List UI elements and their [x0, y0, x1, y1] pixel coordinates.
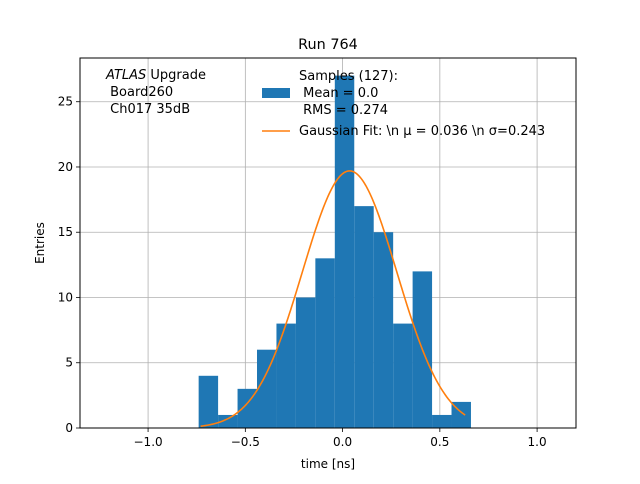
y-tick-label: 15: [58, 225, 73, 239]
x-axis-ticks: −1.0 −0.5 0.0 0.5 1.0: [134, 428, 547, 449]
atlas-annotation: ATLAS Upgrade Board260 Ch017 35dB: [105, 68, 206, 117]
histogram-bar: [334, 75, 355, 428]
histogram-bar: [315, 258, 335, 428]
histogram-bar: [237, 388, 258, 428]
histogram-bar: [295, 297, 316, 428]
x-tick-label: 1.0: [528, 435, 547, 449]
y-axis-label: Entries: [33, 222, 47, 264]
upgrade-label: Upgrade: [146, 68, 206, 83]
histogram-bar: [393, 323, 413, 428]
y-tick-label: 5: [65, 356, 73, 370]
legend-hist-swatch: [262, 88, 290, 98]
histogram-bar: [218, 414, 238, 428]
plot-frame: [79, 57, 577, 429]
legend: Samples (127): Mean = 0.0 RMS = 0.274 Ga…: [262, 69, 545, 139]
gaussian-fit-curve: [200, 170, 466, 428]
channel-label: Ch017 35dB: [106, 102, 190, 117]
legend-fit-label: Gaussian Fit: \n μ = 0.036 \n σ=0.243: [299, 124, 545, 139]
histogram-bars: [198, 75, 471, 428]
legend-hist-line-2: Mean = 0.0: [299, 86, 378, 101]
x-tick-label: −1.0: [134, 435, 163, 449]
x-tick-label: −0.5: [231, 435, 260, 449]
legend-hist-line-3: RMS = 0.274: [299, 103, 388, 118]
y-axis-ticks: 0 5 10 15 20 25: [58, 95, 80, 435]
chart-title: Run 764: [298, 37, 358, 53]
gaussian-fit: [200, 170, 466, 428]
histogram-bar: [198, 375, 219, 428]
y-tick-label: 0: [65, 421, 73, 435]
x-tick-label: 0.0: [333, 435, 352, 449]
y-tick-label: 20: [58, 160, 73, 174]
svg-text:ATLAS Upgrade: ATLAS Upgrade: [105, 68, 206, 83]
y-tick-label: 25: [58, 95, 73, 109]
histogram-bar: [257, 349, 277, 428]
atlas-label: ATLAS: [105, 68, 146, 83]
histogram-bar: [276, 323, 296, 428]
board-label: Board260: [106, 85, 173, 100]
y-tick-label: 10: [58, 290, 73, 304]
histogram-bar: [373, 232, 394, 428]
histogram-bar: [432, 414, 452, 428]
histogram-bar: [354, 206, 374, 428]
legend-hist-line-1: Samples (127):: [299, 69, 398, 84]
x-axis-label: time [ns]: [301, 457, 355, 471]
x-tick-label: 0.5: [430, 435, 449, 449]
